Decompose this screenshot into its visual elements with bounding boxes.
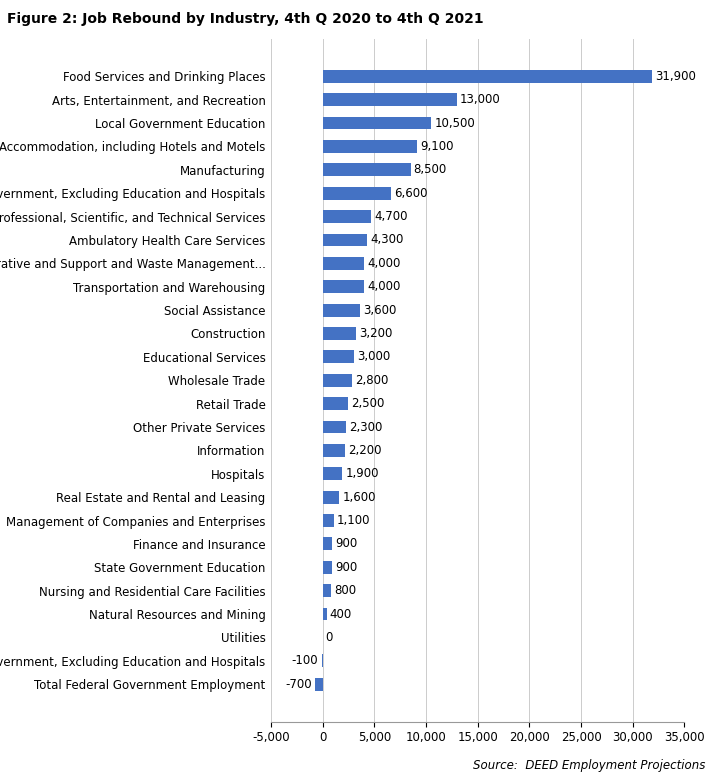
- Text: 3,600: 3,600: [363, 303, 396, 317]
- Text: Source:  DEED Employment Projections: Source: DEED Employment Projections: [473, 759, 706, 772]
- Text: 900: 900: [335, 538, 357, 550]
- Bar: [322, 538, 332, 550]
- Bar: [322, 164, 411, 176]
- Bar: [322, 70, 652, 83]
- Text: 4,300: 4,300: [370, 234, 404, 247]
- Bar: [322, 280, 364, 293]
- Text: 6,600: 6,600: [394, 187, 428, 199]
- Bar: [322, 444, 345, 457]
- Bar: [315, 677, 322, 691]
- Text: -100: -100: [292, 654, 319, 667]
- Bar: [322, 93, 457, 106]
- Bar: [322, 351, 354, 363]
- Text: 8,500: 8,500: [414, 163, 447, 176]
- Bar: [322, 561, 332, 573]
- Text: 1,100: 1,100: [337, 514, 371, 527]
- Text: 10,500: 10,500: [434, 116, 475, 130]
- Text: 3,000: 3,000: [356, 350, 390, 363]
- Text: 31,900: 31,900: [655, 70, 697, 83]
- Text: 2,800: 2,800: [354, 374, 388, 386]
- Text: -700: -700: [286, 677, 312, 691]
- Bar: [322, 397, 349, 410]
- Bar: [322, 303, 360, 317]
- Bar: [322, 514, 334, 527]
- Bar: [322, 374, 352, 386]
- Text: 0: 0: [326, 631, 333, 644]
- Bar: [322, 584, 331, 597]
- Bar: [322, 490, 339, 504]
- Text: 400: 400: [330, 608, 352, 621]
- Text: 2,300: 2,300: [349, 421, 383, 434]
- Bar: [322, 257, 364, 270]
- Text: Figure 2: Job Rebound by Industry, 4th Q 2020 to 4th Q 2021: Figure 2: Job Rebound by Industry, 4th Q…: [7, 12, 483, 26]
- Bar: [322, 210, 371, 223]
- Bar: [322, 116, 431, 130]
- Bar: [322, 467, 342, 480]
- Bar: [322, 608, 327, 621]
- Bar: [322, 140, 416, 153]
- Text: 2,200: 2,200: [349, 444, 382, 457]
- Text: 1,600: 1,600: [342, 490, 376, 504]
- Text: 900: 900: [335, 561, 357, 573]
- Bar: [322, 187, 391, 199]
- Text: 2,500: 2,500: [352, 397, 385, 411]
- Bar: [322, 327, 356, 340]
- Text: 800: 800: [334, 584, 356, 598]
- Bar: [322, 234, 367, 246]
- Text: 4,000: 4,000: [367, 280, 401, 293]
- Text: 4,000: 4,000: [367, 257, 401, 270]
- Text: 13,000: 13,000: [460, 93, 501, 106]
- Bar: [322, 421, 347, 434]
- Text: 1,900: 1,900: [345, 467, 379, 480]
- Text: 4,700: 4,700: [374, 210, 408, 223]
- Text: 9,100: 9,100: [420, 140, 453, 153]
- Text: 3,200: 3,200: [359, 327, 392, 340]
